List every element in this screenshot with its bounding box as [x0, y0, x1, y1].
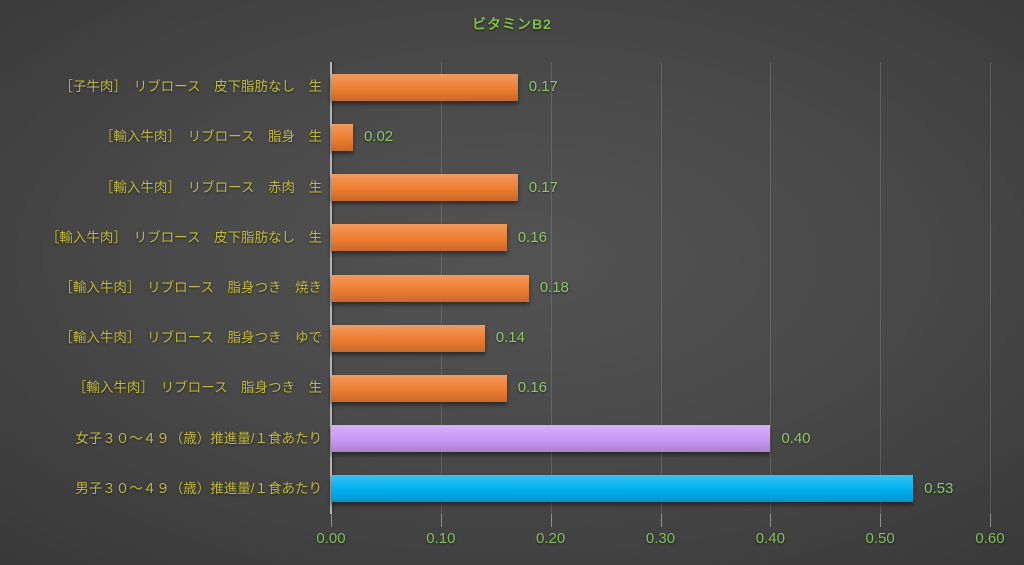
category-label: ［輸入牛肉］ リブロース 赤肉 生 [99, 179, 322, 195]
value-label: 0.16 [517, 228, 547, 246]
category-label: ［子牛肉］ リブロース 皮下脂肪なし 生 [59, 79, 322, 95]
category-label: ［輸入牛肉］ リブロース 脂身つき ゆで [59, 330, 322, 346]
value-label: 0.40 [781, 429, 811, 447]
x-axis-tick-label: 0.30 [645, 530, 676, 547]
value-label: 0.53 [924, 479, 954, 497]
axis-tick-mark [440, 514, 442, 527]
x-axis-tick-label: 0.50 [865, 530, 895, 547]
value-label: 0.02 [363, 128, 394, 146]
bar [331, 274, 529, 302]
category-label: ［輸入牛肉］ リブロース 脂身つき 生 [72, 380, 322, 396]
bar [331, 73, 518, 101]
category-label: ［輸入牛肉］ リブロース 脂身つき 焼き [59, 280, 322, 295]
value-label: 0.14 [495, 329, 525, 347]
bar [331, 374, 507, 402]
gridline [990, 62, 991, 514]
axis-tick-mark [331, 514, 332, 527]
bar [331, 475, 914, 503]
gridline [550, 62, 552, 514]
chart-title: ビタミンB2 [472, 16, 552, 32]
category-label: ［輸入牛肉］ リブロース 脂身 生 [99, 129, 322, 145]
axis-tick-mark [770, 514, 772, 527]
x-axis-tick-label: 0.10 [426, 530, 456, 547]
value-label: 0.16 [517, 379, 547, 397]
x-axis-tick-label: 0.40 [755, 530, 785, 547]
category-label: 男子３０～４９（歳）推進量/１食あたり [75, 480, 322, 496]
gridline [660, 62, 662, 514]
axis-tick-mark [990, 514, 991, 527]
axis-tick-mark [880, 514, 882, 527]
category-label: ［輸入牛肉］ リブロース 皮下脂肪なし 生 [45, 229, 322, 245]
bar [331, 425, 771, 453]
bar [331, 123, 353, 151]
value-label: 0.17 [528, 178, 558, 196]
value-label: 0.18 [539, 279, 569, 296]
x-axis-tick-label: 0.60 [975, 530, 1005, 547]
gridline [880, 62, 882, 514]
bar [331, 324, 485, 352]
bar [331, 174, 518, 202]
axis-tick-mark [660, 514, 662, 527]
axis-tick-mark [550, 514, 552, 527]
value-label: 0.17 [528, 78, 558, 96]
x-axis-tick-label: 0.20 [536, 530, 566, 547]
bar [331, 224, 507, 252]
gridline [770, 62, 772, 514]
category-label: 女子３０～４９（歳）推進量/１食あたり [75, 430, 322, 446]
x-axis-tick-label: 0.00 [316, 530, 346, 547]
